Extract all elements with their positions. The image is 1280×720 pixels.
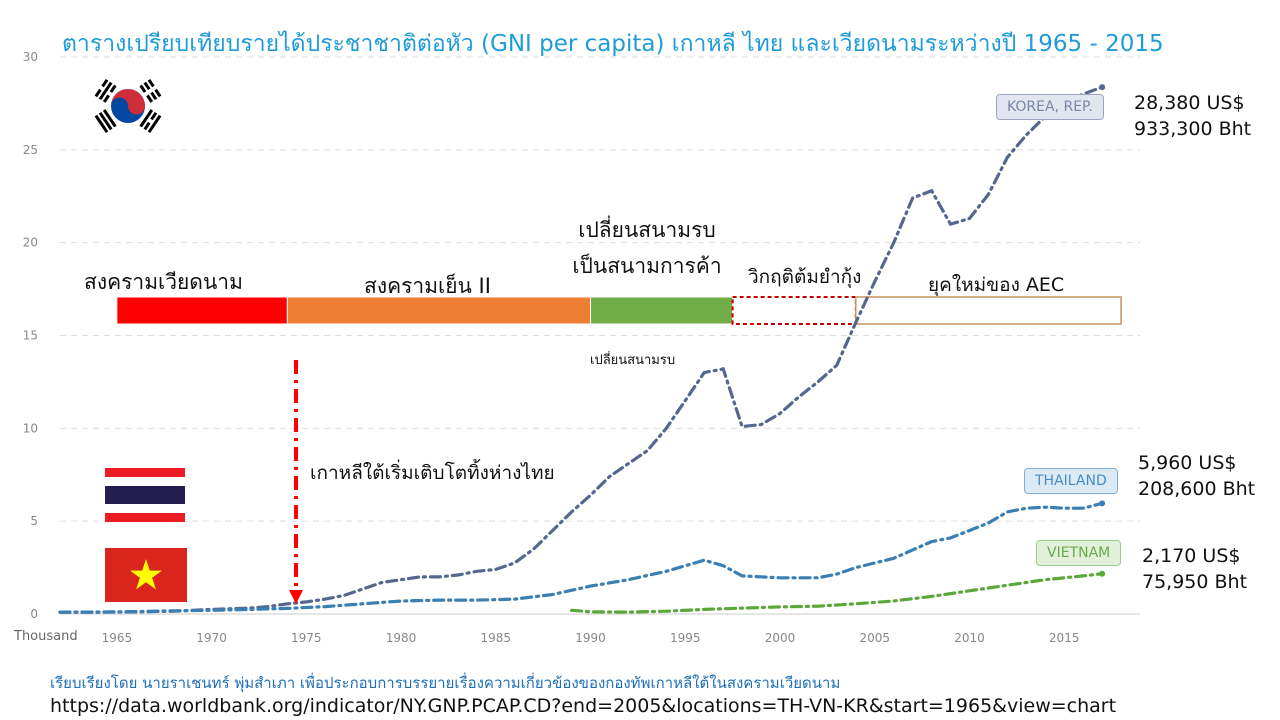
y-tick-label: 10 <box>23 421 38 435</box>
x-tick-label: 1995 <box>670 631 701 645</box>
series-line-vietnam <box>569 572 1104 614</box>
series-endpoint <box>1099 570 1106 577</box>
x-tick-labels: 1965 1970 1975 1980 1985 1990 1995 2000 2005 2010… <box>102 631 1080 645</box>
y-axis-label: Thousand <box>13 629 78 644</box>
thailand-flag <box>105 468 185 522</box>
era-bar-4 <box>855 296 1122 325</box>
x-tick-label: 2005 <box>859 631 890 645</box>
y-tick-label: 25 <box>23 143 38 157</box>
series-line-thailand <box>58 501 1104 614</box>
korea-series-tag: KOREA, REP. <box>996 94 1104 120</box>
thailand-series-tag: THAILAND <box>1024 468 1118 494</box>
era-label-tomyum-crisis: วิกฤติต้มยำกุ้ง <box>748 266 862 288</box>
gridlines <box>60 56 1140 615</box>
y-tick-label: 5 <box>30 514 38 528</box>
x-tick-label: 1980 <box>386 631 417 645</box>
source-url[interactable]: https://data.worldbank.org/indicator/NY.… <box>50 695 1117 717</box>
era-label-cold-war: สงครามเย็น II <box>364 274 491 298</box>
era-bar-2 <box>590 296 734 325</box>
y-tick-label: 30 <box>23 50 38 64</box>
era-bar-0 <box>116 296 288 325</box>
x-tick-label: 1965 <box>102 631 133 645</box>
y-tick-label: 15 <box>23 329 38 343</box>
series-endpoint <box>1099 84 1106 91</box>
x-tick-label: 1970 <box>196 631 227 645</box>
era-bar-1 <box>286 296 592 325</box>
x-tick-label: 1975 <box>291 631 322 645</box>
vietnam-series-tag: VIETNAM <box>1036 540 1122 566</box>
chart-title: ตารางเปรียบเทียบรายได้ประชาชาติต่อหัว (G… <box>62 31 1164 57</box>
series-endpoint <box>1099 500 1106 507</box>
thailand-bht-value: 208,600 Bht <box>1138 478 1256 500</box>
era-label-trade: เปลี่ยนสนามรบ เป็นสนามการค้า <box>572 218 722 278</box>
era-bars <box>116 296 1122 325</box>
x-tick-label: 2010 <box>954 631 985 645</box>
era-label-aec: ยุคใหม่ของ AEC <box>928 274 1065 296</box>
battlefield-change-annotation: เปลี่ยนสนามรบ <box>590 353 676 368</box>
series-line-korea-rep- <box>58 85 1104 614</box>
vietnam-value-callout: 2,170 US$ 75,950 Bht <box>1142 543 1247 595</box>
korea-usd-value: 28,380 US$ <box>1134 92 1245 114</box>
y-tick-label: 20 <box>23 236 38 250</box>
x-tick-label: 2015 <box>1049 631 1080 645</box>
vietnam-bht-value: 75,950 Bht <box>1142 571 1248 593</box>
y-tick-label: 0 <box>30 607 38 621</box>
vietnam-flag <box>105 548 187 602</box>
era-bar-3 <box>731 296 857 325</box>
korea-growth-arrow <box>289 360 303 604</box>
thailand-usd-value: 5,960 US$ <box>1138 452 1237 474</box>
korea-growth-annotation: เกาหลีใต้เริ่มเติบโตทิ้งห่างไทย <box>310 462 555 484</box>
x-tick-label: 2000 <box>765 631 796 645</box>
vietnam-usd-value: 2,170 US$ <box>1142 545 1241 567</box>
era-label-vietnam-war: สงครามเวียดนาม <box>84 270 243 294</box>
south-korea-flag <box>86 72 170 140</box>
series-lines <box>58 84 1106 614</box>
thailand-value-callout: 5,960 US$ 208,600 Bht <box>1138 450 1255 502</box>
y-tick-labels: 0 5 10 15 20 25 30 <box>23 50 38 621</box>
korea-value-callout: 28,380 US$ 933,300 Bht <box>1134 90 1251 142</box>
x-tick-label: 1985 <box>481 631 512 645</box>
x-tick-label: 1990 <box>575 631 606 645</box>
korea-bht-value: 933,300 Bht <box>1134 118 1252 140</box>
credit-text: เรียบเรียงโดย นายราเชนทร์ พุ่มสำเภา เพื่… <box>50 674 841 692</box>
